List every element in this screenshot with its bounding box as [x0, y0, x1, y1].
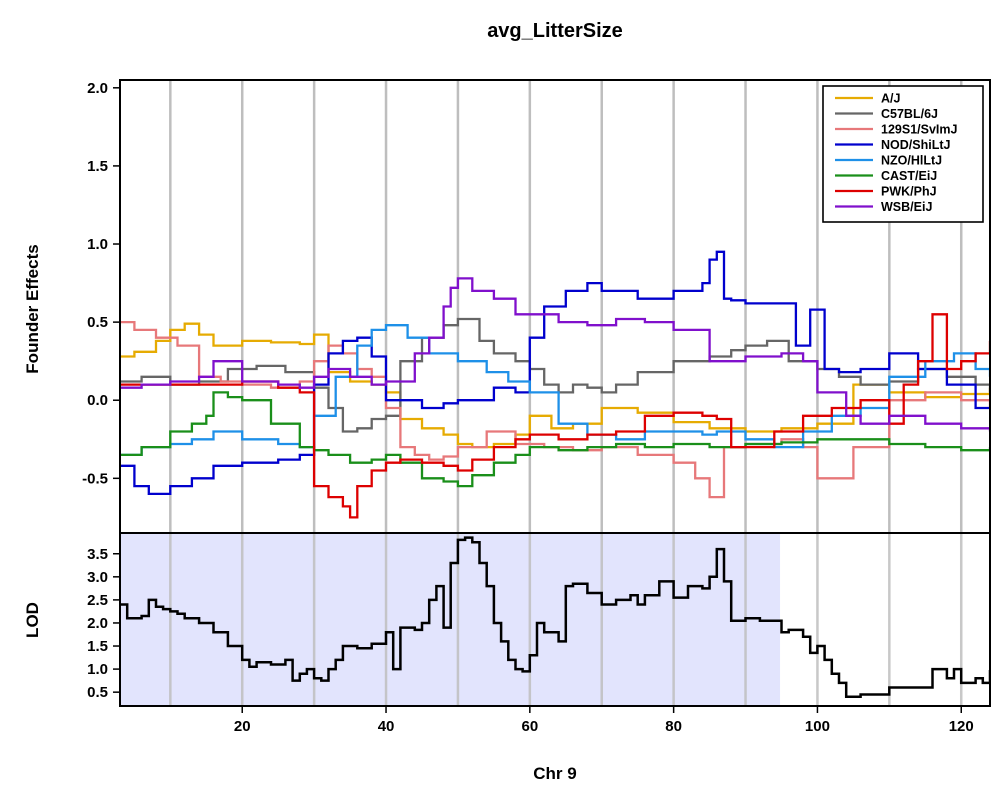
series-line-pwk-phj	[120, 313, 990, 519]
y-tick-label-top: 0.0	[87, 392, 108, 409]
lod-panel: 0.5 1.0 1.5 2.0 2.5 3.0 3.5 20 40 60 80 100 120	[87, 532, 991, 735]
y-tick-label-bottom: 1.0	[87, 661, 108, 678]
x-tick-label: 20	[234, 718, 251, 735]
series-line-wsb-eij	[120, 277, 990, 432]
y-tick-label-bottom: 2.0	[87, 615, 108, 632]
legend-label-a-j: A/J	[881, 92, 901, 106]
y-tick-label-top: -0.5	[82, 470, 108, 487]
lod-line	[120, 536, 990, 699]
y-tick-label-bottom: 3.5	[87, 546, 108, 563]
x-tick-label: 100	[805, 718, 830, 735]
y-tick-label-top: 1.5	[87, 158, 108, 175]
legend-label-nzo-hlltj: NZO/HlLtJ	[881, 154, 942, 168]
y-tick-label-top: 2.0	[87, 80, 108, 97]
legend-label-c57bl-6j: C57BL/6J	[881, 107, 938, 121]
x-axis-label: Chr 9	[533, 764, 576, 783]
legend-label-nod-shiltj: NOD/ShiLtJ	[881, 138, 950, 152]
y-tick-label-bottom: 0.5	[87, 684, 108, 701]
y-tick-label-bottom: 2.5	[87, 592, 108, 609]
y-tick-label-bottom: 1.5	[87, 638, 108, 655]
x-tick-label: 120	[949, 718, 974, 735]
legend-label-cast-eij: CAST/EiJ	[881, 169, 937, 183]
y-tick-label-bottom: 3.0	[87, 569, 108, 586]
y-axis-label-lod: LOD	[23, 602, 42, 638]
series-line-cast-eij	[120, 391, 990, 488]
x-tick-label: 80	[665, 718, 682, 735]
y-tick-label-top: 1.0	[87, 236, 108, 253]
y-axis-label-founder-effects: Founder Effects	[23, 244, 42, 373]
series-line-a-j	[120, 322, 990, 449]
legend-label-pwk-phj: PWK/PhJ	[881, 185, 937, 199]
legend-label-129s1-svimj: 129S1/SvImJ	[881, 123, 957, 137]
legend-box	[822, 85, 984, 223]
plot-frame-bottom	[119, 532, 991, 707]
legend-label-wsb-eij: WSB/EiJ	[881, 200, 932, 214]
x-tick-label: 40	[378, 718, 395, 735]
y-tick-label-top: 0.5	[87, 314, 108, 331]
chart-title: avg_LitterSize	[487, 20, 623, 42]
series-line-nod-shiltj	[120, 250, 990, 496]
x-tick-label: 60	[521, 718, 538, 735]
